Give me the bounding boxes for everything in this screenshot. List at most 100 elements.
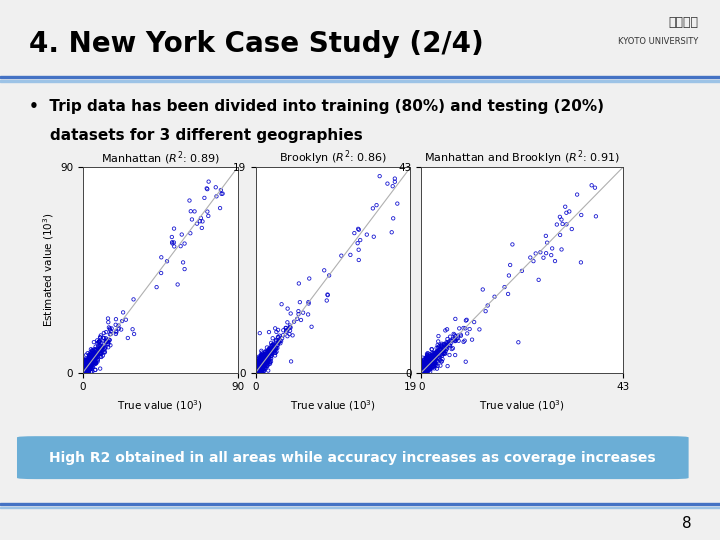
Point <box>424 364 436 373</box>
Point <box>95 331 107 340</box>
Point <box>256 362 267 371</box>
Point <box>252 365 264 374</box>
Point <box>176 230 187 239</box>
Point <box>259 356 271 364</box>
Point <box>104 335 115 344</box>
Point <box>81 357 92 366</box>
Point <box>84 359 96 368</box>
Point <box>86 346 98 354</box>
Point <box>254 368 266 376</box>
Point <box>254 366 266 375</box>
Point <box>78 364 89 373</box>
Point <box>285 323 297 332</box>
Text: 4. New York Case Study (2/4): 4. New York Case Study (2/4) <box>29 30 484 58</box>
Point <box>354 236 366 245</box>
Point <box>419 359 431 367</box>
Point <box>78 364 90 373</box>
Point <box>440 347 451 355</box>
Point <box>259 360 271 368</box>
Point <box>446 345 457 353</box>
Point <box>261 355 272 363</box>
Point <box>428 360 439 368</box>
Point <box>259 363 271 372</box>
Point <box>89 352 100 360</box>
Point <box>90 354 102 363</box>
Point <box>420 367 432 375</box>
Point <box>179 265 190 273</box>
Point <box>417 353 428 362</box>
Point <box>272 326 284 334</box>
Point <box>271 343 283 352</box>
Point <box>102 335 114 344</box>
Point <box>264 354 275 362</box>
Point <box>261 347 272 356</box>
Point <box>274 332 285 340</box>
Point <box>254 362 266 370</box>
Point <box>417 366 428 374</box>
Point <box>253 363 264 372</box>
Point <box>428 353 440 361</box>
Point <box>127 325 138 334</box>
Point <box>90 359 102 367</box>
Point <box>84 360 95 368</box>
Point <box>549 256 561 265</box>
Point <box>250 368 261 377</box>
Point <box>85 352 96 361</box>
Point <box>422 365 433 374</box>
Point <box>86 368 97 376</box>
Point <box>81 360 93 369</box>
Point <box>417 363 428 372</box>
Point <box>417 361 428 369</box>
Point <box>84 361 95 369</box>
Point <box>437 346 449 354</box>
Point <box>274 338 285 347</box>
Point <box>445 336 456 345</box>
Point <box>263 348 274 356</box>
Point <box>419 367 431 375</box>
Point <box>421 366 433 375</box>
Point <box>80 362 91 370</box>
Point <box>251 368 262 376</box>
Point <box>416 368 428 376</box>
Point <box>80 356 91 364</box>
Point <box>78 366 89 375</box>
Point <box>450 336 462 345</box>
Point <box>86 352 98 360</box>
Point <box>256 357 268 366</box>
Point <box>102 340 114 349</box>
Point <box>80 367 91 375</box>
Point <box>265 347 276 355</box>
Point <box>84 367 95 375</box>
Point <box>257 354 269 363</box>
Point <box>258 361 270 369</box>
Point <box>253 356 264 364</box>
Point <box>254 361 266 370</box>
Point <box>82 360 94 368</box>
Point <box>426 357 437 366</box>
Point <box>423 361 435 369</box>
Point <box>438 343 449 352</box>
Point <box>449 337 461 346</box>
Point <box>252 367 264 375</box>
Point <box>86 367 98 376</box>
Point <box>458 338 469 346</box>
Point <box>85 356 96 365</box>
Point <box>98 329 109 338</box>
Point <box>318 266 330 275</box>
Point <box>252 366 264 374</box>
Point <box>416 360 428 368</box>
Point <box>280 323 292 332</box>
Point <box>554 213 566 221</box>
Point <box>420 367 431 375</box>
Point <box>258 361 269 370</box>
Point <box>253 364 265 373</box>
Point <box>386 228 397 237</box>
Point <box>87 355 99 363</box>
Point <box>423 361 435 369</box>
Point <box>423 362 435 371</box>
Point <box>418 360 430 368</box>
Point <box>257 359 269 368</box>
Point <box>78 356 90 364</box>
Point <box>556 245 567 254</box>
Point <box>80 356 91 365</box>
